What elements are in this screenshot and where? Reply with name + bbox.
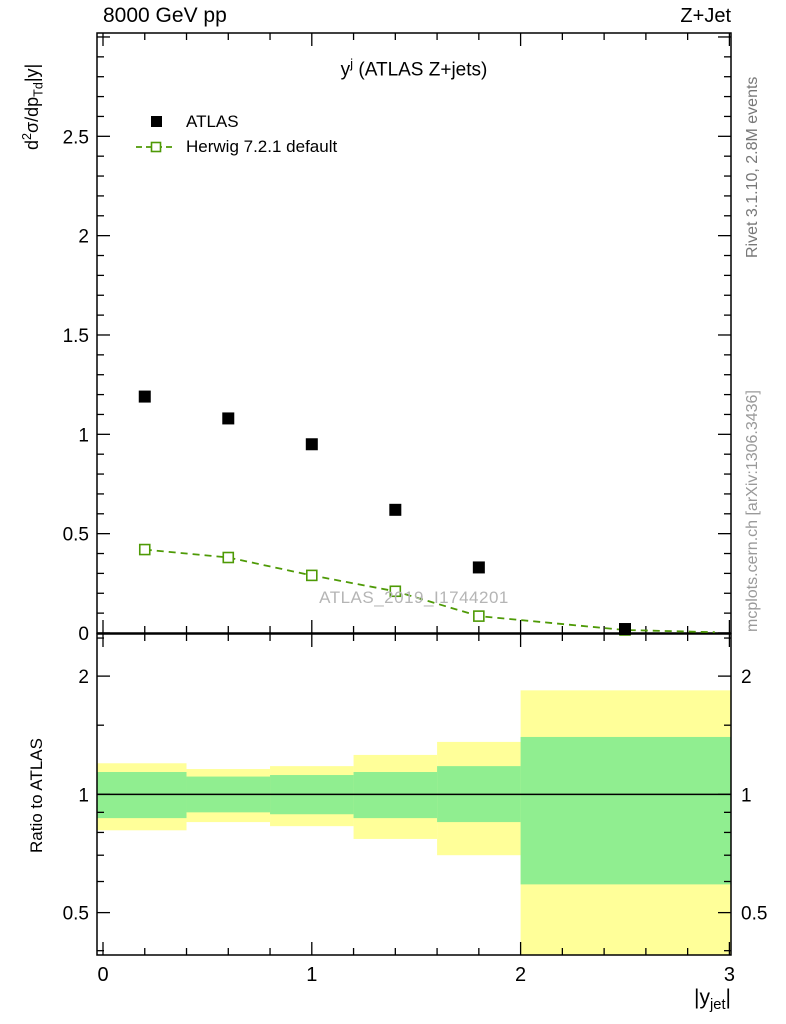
svg-text:1: 1: [741, 785, 752, 806]
rivet-version-note: Rivet 3.1.10, 2.8M events: [744, 76, 761, 258]
herwig-marker-icon: [130, 141, 182, 153]
svg-text:2: 2: [741, 667, 752, 688]
svg-text:0: 0: [78, 624, 89, 645]
svg-text:1.5: 1.5: [63, 326, 89, 347]
main-y-axis-label: d2σ/dpTd|y|: [20, 63, 46, 150]
svg-text:0.5: 0.5: [63, 525, 89, 546]
svg-text:2: 2: [78, 667, 89, 688]
legend-label-atlas: ATLAS: [186, 111, 239, 131]
analysis-id-watermark: ATLAS_2019_I1744201: [319, 588, 509, 607]
legend-item-atlas: ATLAS: [130, 109, 337, 134]
ratio-bands: [97, 690, 731, 955]
svg-text:1: 1: [78, 425, 89, 446]
svg-text:1: 1: [306, 964, 317, 986]
svg-text:2: 2: [78, 227, 89, 248]
svg-text:3: 3: [724, 964, 735, 986]
legend-label-herwig: Herwig 7.2.1 default: [186, 136, 338, 156]
ratio-y-axis-label: Ratio to ATLAS: [27, 738, 46, 853]
mcplots-attribution: mcplots.cern.ch [arXiv:1306.3436]: [744, 390, 761, 632]
legend-item-herwig: Herwig 7.2.1 default: [130, 134, 337, 159]
series-atlas-markers: [138, 390, 631, 636]
svg-text:2.5: 2.5: [63, 127, 89, 148]
svg-text:1: 1: [78, 785, 89, 806]
svg-text:0.5: 0.5: [63, 904, 89, 925]
svg-text:2: 2: [515, 964, 526, 986]
svg-text:0.5: 0.5: [741, 904, 767, 925]
svg-text:0: 0: [97, 964, 108, 986]
beam-energy-label: 8000 GeV pp: [103, 4, 227, 27]
observable-title: yj (ATLAS Z+jets): [340, 56, 488, 81]
legend: ATLAS Herwig 7.2.1 default: [130, 109, 337, 159]
x-axis-label: |yjet|: [694, 986, 731, 1014]
process-label: Z+Jet: [680, 5, 731, 27]
atlas-marker-icon: [130, 116, 182, 127]
